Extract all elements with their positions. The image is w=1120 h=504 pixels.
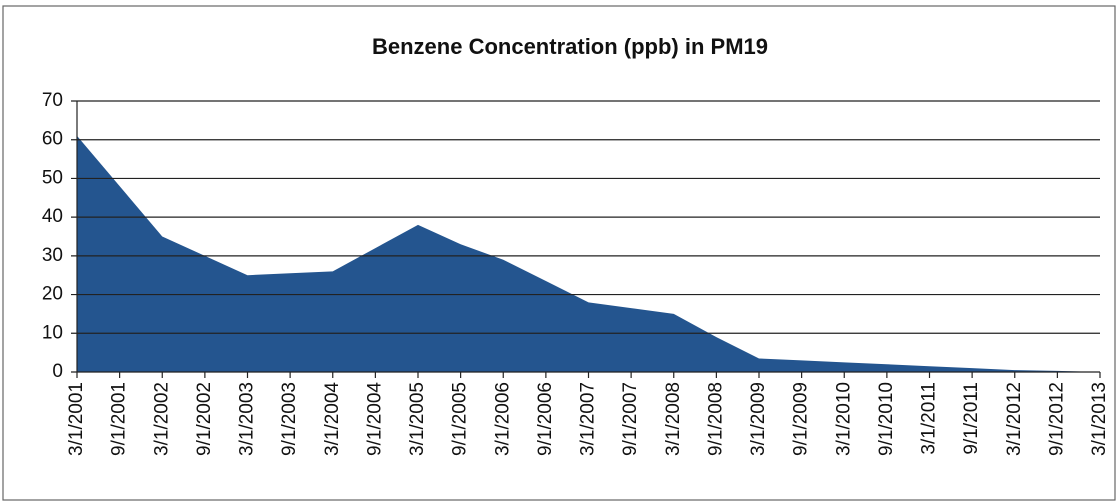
x-tick-label: 3/1/2003 [237, 382, 258, 456]
x-tick-label: 9/1/2006 [535, 382, 556, 456]
x-tick-label: 3/1/2001 [66, 382, 87, 456]
y-tick-label: 0 [52, 361, 63, 382]
x-tick-label: 9/1/2001 [109, 382, 130, 456]
x-tick-label: 3/1/2002 [151, 382, 172, 456]
x-tick-label: 3/1/2012 [1004, 382, 1025, 456]
x-tick-label: 9/1/2008 [705, 382, 726, 456]
x-tick-label: 3/1/2011 [919, 382, 940, 455]
y-tick-label: 70 [42, 90, 63, 111]
x-tick-label: 3/1/2013 [1089, 382, 1110, 456]
y-tick-label: 10 [42, 322, 63, 343]
x-tick-label: 3/1/2006 [492, 382, 513, 456]
x-tick-label: 3/1/2008 [663, 382, 684, 456]
x-tick-label: 9/1/2005 [450, 382, 471, 456]
x-tick-label: 9/1/2011 [961, 382, 982, 455]
y-tick-label: 20 [42, 284, 63, 305]
x-tick-label: 3/1/2004 [322, 382, 343, 456]
y-tick-label: 50 [42, 167, 63, 188]
x-tick-label: 3/1/2010 [833, 382, 854, 456]
x-tick-label: 9/1/2007 [620, 382, 641, 456]
y-tick-label: 60 [42, 129, 63, 150]
area [77, 135, 1100, 372]
x-tick-label: 9/1/2010 [876, 382, 897, 456]
chart-title: Benzene Concentration (ppb) in PM19 [372, 34, 768, 59]
x-tick-label: 9/1/2003 [279, 382, 300, 456]
x-tick-label: 3/1/2007 [578, 382, 599, 456]
y-tick-label: 40 [42, 206, 63, 227]
x-tick-label: 9/1/2002 [194, 382, 215, 456]
x-tick-label: 9/1/2004 [364, 382, 385, 456]
x-tick-label: 9/1/2009 [791, 382, 812, 456]
x-tick-label: 9/1/2012 [1046, 382, 1067, 456]
x-tick-label: 3/1/2005 [407, 382, 428, 456]
y-tick-label: 30 [42, 245, 63, 266]
x-tick-label: 3/1/2009 [748, 382, 769, 456]
